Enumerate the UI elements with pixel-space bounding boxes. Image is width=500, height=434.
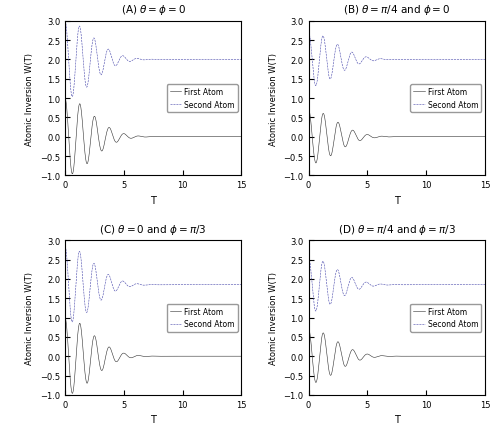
First Atom [412,354,418,359]
First Atom [338,128,344,133]
Line: First Atom: First Atom [308,329,485,383]
Second Atom [130,59,136,64]
Second Atom [207,58,213,63]
Second Atom [69,319,75,325]
Second Atom [62,244,68,249]
Second Atom [194,283,200,288]
First Atom [420,135,426,140]
First Atom [373,136,379,141]
First Atom [437,354,443,359]
Line: Second Atom: Second Atom [308,33,485,86]
Second Atom [177,283,183,288]
Second Atom [306,30,312,36]
First Atom [70,172,75,177]
Second Atom [338,54,344,59]
Legend: First Atom, Second Atom: First Atom, Second Atom [410,304,481,332]
Second Atom [238,58,244,63]
Y-axis label: Atomic Inversion W(T): Atomic Inversion W(T) [269,53,278,145]
Second Atom [482,58,488,63]
Second Atom [450,58,456,63]
Y-axis label: Atomic Inversion W(T): Atomic Inversion W(T) [26,271,35,364]
Second Atom [62,19,68,24]
First Atom [450,354,456,359]
First Atom [94,125,100,131]
Line: First Atom: First Atom [65,99,242,174]
Second Atom [207,283,213,288]
First Atom [238,354,244,359]
First Atom [306,108,312,113]
First Atom [306,326,312,332]
Second Atom [437,283,443,288]
Title: (D) $\theta = \pi/4$ and $\phi = \pi/3$: (D) $\theta = \pi/4$ and $\phi = \pi/3$ [338,222,456,237]
Legend: First Atom, Second Atom: First Atom, Second Atom [166,85,238,113]
Second Atom [130,283,136,289]
Second Atom [482,283,488,288]
Second Atom [313,84,319,89]
First Atom [420,354,426,359]
First Atom [177,354,183,359]
Title: (A) $\theta = \phi = 0$: (A) $\theta = \phi = 0$ [120,3,186,17]
Second Atom [450,283,456,288]
Second Atom [168,58,174,63]
X-axis label: T: T [150,195,156,205]
Line: Second Atom: Second Atom [308,258,485,311]
First Atom [194,354,200,359]
First Atom [62,315,68,320]
Second Atom [238,283,244,288]
Second Atom [94,53,100,58]
First Atom [62,96,68,102]
X-axis label: T: T [150,414,156,424]
Second Atom [412,283,418,288]
First Atom [412,135,418,140]
Second Atom [69,95,75,100]
First Atom [194,135,200,140]
Second Atom [177,58,183,63]
Line: Second Atom: Second Atom [65,22,242,97]
First Atom [207,354,213,359]
First Atom [313,161,319,166]
First Atom [338,347,344,352]
Legend: First Atom, Second Atom: First Atom, Second Atom [410,85,481,113]
Second Atom [373,58,379,63]
First Atom [238,135,244,140]
First Atom [168,135,174,140]
X-axis label: T: T [394,414,400,424]
First Atom [482,135,488,140]
Title: (B) $\theta = \pi/4$ and $\phi = 0$: (B) $\theta = \pi/4$ and $\phi = 0$ [343,3,450,17]
First Atom [313,380,319,385]
X-axis label: T: T [394,195,400,205]
First Atom [437,135,443,140]
First Atom [94,345,100,350]
Line: First Atom: First Atom [65,318,242,394]
Line: Second Atom: Second Atom [65,247,242,322]
Second Atom [94,277,100,283]
Second Atom [194,58,200,63]
Title: (C) $\theta = 0$ and $\phi = \pi/3$: (C) $\theta = 0$ and $\phi = \pi/3$ [100,222,207,237]
First Atom [177,135,183,140]
Second Atom [437,58,443,63]
Second Atom [373,283,379,288]
Legend: First Atom, Second Atom: First Atom, Second Atom [166,304,238,332]
Line: First Atom: First Atom [308,110,485,164]
First Atom [130,355,136,360]
Second Atom [168,283,174,288]
First Atom [130,136,136,141]
Y-axis label: Atomic Inversion W(T): Atomic Inversion W(T) [26,53,35,145]
Y-axis label: Atomic Inversion W(T): Atomic Inversion W(T) [269,271,278,364]
First Atom [373,355,379,360]
Second Atom [306,255,312,260]
Second Atom [420,58,426,63]
Second Atom [420,283,426,288]
Second Atom [338,279,344,284]
First Atom [70,391,75,396]
First Atom [450,135,456,140]
Second Atom [412,58,418,63]
Second Atom [313,309,319,314]
First Atom [168,354,174,359]
First Atom [482,354,488,359]
First Atom [207,135,213,140]
